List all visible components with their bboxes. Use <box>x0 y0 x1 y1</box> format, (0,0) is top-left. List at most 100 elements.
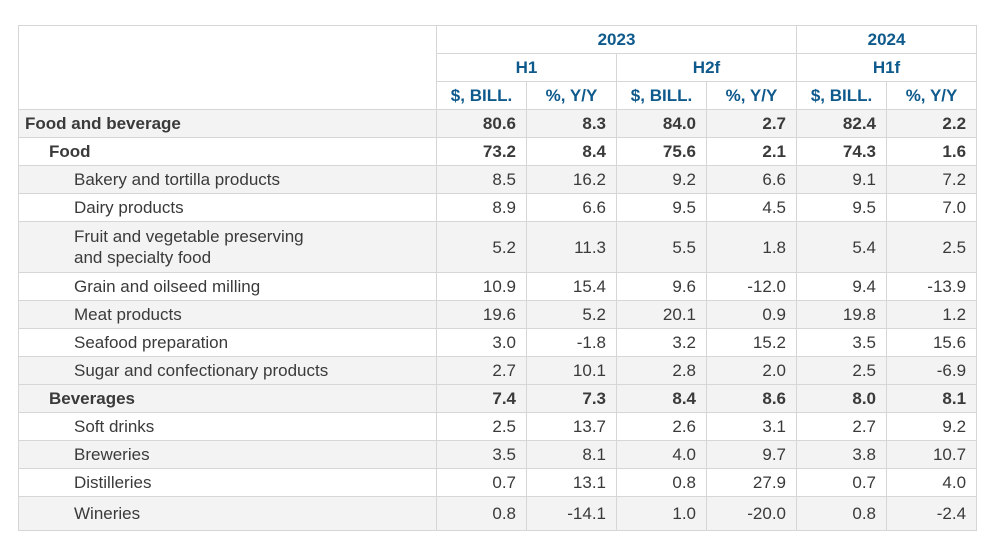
cell-value: 15.4 <box>526 272 617 301</box>
cell-value: 10.7 <box>886 440 978 469</box>
cell-value: 3.2 <box>616 328 707 357</box>
row-label: Meat products <box>18 300 437 329</box>
unit-header: $, BILL. <box>616 81 707 110</box>
cell-value: 3.1 <box>705 412 798 441</box>
cell-value: 0.7 <box>796 468 888 497</box>
cell-value: -14.1 <box>526 496 617 531</box>
cell-value: 0.8 <box>796 496 888 531</box>
cell-value: 5.5 <box>616 221 707 273</box>
cell-value: 2.7 <box>705 109 798 138</box>
cell-value: 9.2 <box>886 412 978 441</box>
cell-value: 80.6 <box>436 109 527 138</box>
row-label: Fruit and vegetable preserving and speci… <box>18 221 437 273</box>
table-row: Soft drinks 2.5 13.7 2.6 3.1 2.7 9.2 <box>18 412 978 441</box>
cell-value: 2.1 <box>705 137 798 166</box>
cell-value: 2.5 <box>436 412 527 441</box>
cell-value: 13.7 <box>526 412 617 441</box>
row-label: Food <box>18 137 437 166</box>
table-row: Wineries 0.8 -14.1 1.0 -20.0 0.8 -2.4 <box>18 496 978 531</box>
table-row: Sugar and confectionary products 2.7 10.… <box>18 356 978 385</box>
cell-value: 9.5 <box>616 193 707 222</box>
cell-value: 9.5 <box>796 193 888 222</box>
cell-value: 4.0 <box>886 468 978 497</box>
cell-value: 1.2 <box>886 300 978 329</box>
row-label: Soft drinks <box>18 412 437 441</box>
cell-value: -12.0 <box>705 272 798 301</box>
cell-value: 3.5 <box>436 440 527 469</box>
unit-header: %, Y/Y <box>526 81 617 110</box>
cell-value: 2.7 <box>436 356 527 385</box>
cell-value: 7.4 <box>436 384 527 413</box>
unit-header: %, Y/Y <box>886 81 978 110</box>
table-row: Breweries 3.5 8.1 4.0 9.7 3.8 10.7 <box>18 440 978 469</box>
cell-value: 4.5 <box>705 193 798 222</box>
cell-value: -20.0 <box>705 496 798 531</box>
cell-value: 2.6 <box>616 412 707 441</box>
cell-value: 8.9 <box>436 193 527 222</box>
cell-value: 10.9 <box>436 272 527 301</box>
cell-value: 15.6 <box>886 328 978 357</box>
cell-value: 27.9 <box>705 468 798 497</box>
cell-value: 1.8 <box>705 221 798 273</box>
cell-value: 5.2 <box>526 300 617 329</box>
table-row: Meat products 19.6 5.2 20.1 0.9 19.8 1.2 <box>18 300 978 329</box>
cell-value: 1.6 <box>886 137 978 166</box>
cell-value: 16.2 <box>526 165 617 194</box>
row-label: Bakery and tortilla products <box>18 165 437 194</box>
cell-value: 19.8 <box>796 300 888 329</box>
cell-value: 8.0 <box>796 384 888 413</box>
row-label: Dairy products <box>18 193 437 222</box>
cell-value: 2.5 <box>796 356 888 385</box>
row-label: Grain and oilseed milling <box>18 272 437 301</box>
cell-value: 9.4 <box>796 272 888 301</box>
cell-value: 82.4 <box>796 109 888 138</box>
cell-value: 3.8 <box>796 440 888 469</box>
period-header-h2f: H2f <box>615 53 798 82</box>
table-row: Distilleries 0.7 13.1 0.8 27.9 0.7 4.0 <box>18 468 978 497</box>
cell-value: 9.7 <box>705 440 798 469</box>
cell-value: -2.4 <box>886 496 978 531</box>
cell-value: 8.3 <box>526 109 617 138</box>
cell-value: 9.1 <box>796 165 888 194</box>
cell-value: 3.0 <box>436 328 527 357</box>
table-row: Food and beverage 80.6 8.3 84.0 2.7 82.4… <box>18 109 978 138</box>
cell-value: 75.6 <box>616 137 707 166</box>
cell-value: 8.4 <box>526 137 617 166</box>
cell-value: 0.7 <box>436 468 527 497</box>
year-header-2024: 2024 <box>796 25 978 54</box>
cell-value: 84.0 <box>616 109 707 138</box>
cell-value: 5.4 <box>796 221 888 273</box>
table-row: Beverages 7.4 7.3 8.4 8.6 8.0 8.1 <box>18 384 978 413</box>
cell-value: 7.3 <box>526 384 617 413</box>
cell-value: 2.8 <box>616 356 707 385</box>
unit-header: $, BILL. <box>436 81 527 110</box>
cell-value: 74.3 <box>796 137 888 166</box>
header-corner <box>18 25 437 110</box>
row-label: Seafood preparation <box>18 328 437 357</box>
cell-value: 73.2 <box>436 137 527 166</box>
table-row: Fruit and vegetable preserving and speci… <box>18 221 978 273</box>
table-row: Food 73.2 8.4 75.6 2.1 74.3 1.6 <box>18 137 978 166</box>
cell-value: 6.6 <box>705 165 798 194</box>
row-label: Food and beverage <box>18 109 437 138</box>
cell-value: 1.0 <box>616 496 707 531</box>
year-header-2023: 2023 <box>435 25 798 54</box>
cell-value: 9.2 <box>616 165 707 194</box>
row-label: Beverages <box>18 384 437 413</box>
row-label: Sugar and confectionary products <box>18 356 437 385</box>
cell-value: 8.1 <box>526 440 617 469</box>
unit-header: %, Y/Y <box>705 81 798 110</box>
cell-value: 20.1 <box>616 300 707 329</box>
cell-value: 7.0 <box>886 193 978 222</box>
cell-value: 2.7 <box>796 412 888 441</box>
food-beverage-table: 2023 2024 H1 H2f H1f $, BILL. %, Y/Y $, … <box>18 25 978 531</box>
cell-value: 0.8 <box>616 468 707 497</box>
cell-value: 0.9 <box>705 300 798 329</box>
cell-value: 2.2 <box>886 109 978 138</box>
cell-value: 13.1 <box>526 468 617 497</box>
cell-value: 19.6 <box>436 300 527 329</box>
table-row: Bakery and tortilla products 8.5 16.2 9.… <box>18 165 978 194</box>
row-label: Distilleries <box>18 468 437 497</box>
unit-header: $, BILL. <box>796 81 888 110</box>
cell-value: -13.9 <box>886 272 978 301</box>
